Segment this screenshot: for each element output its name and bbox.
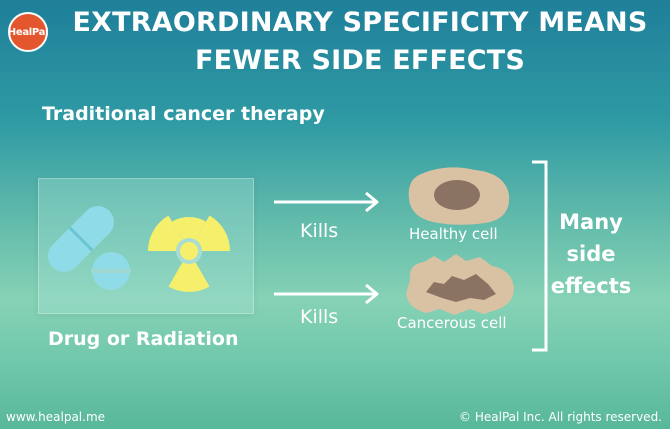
side-effects-label: Many side effects <box>550 206 632 302</box>
logo-text: HealPal <box>7 26 49 38</box>
drug-radiation-panel <box>38 178 254 314</box>
copyright-text: © HealPal Inc. All rights reserved. <box>459 410 662 424</box>
side-effects-line: Many <box>559 210 623 234</box>
cancerous-cell-icon <box>406 254 514 315</box>
kills-label: Kills <box>300 220 339 242</box>
subtitle: Traditional cancer therapy <box>42 103 325 125</box>
drug-radiation-label: Drug or Radiation <box>48 328 239 350</box>
side-effects-line: side <box>566 242 616 266</box>
page-title: EXTRAORDINARY SPECIFICITY MEANS FEWER SI… <box>72 7 648 76</box>
arrow-right-icon <box>274 191 379 213</box>
healthy-cell-label: Healthy cell <box>409 225 498 243</box>
website-link[interactable]: www.healpal.me <box>6 410 106 424</box>
radiation-icon <box>148 215 230 292</box>
pill-tablet-icon <box>91 252 131 290</box>
kills-label: Kills <box>300 306 339 328</box>
cancerous-cell-label: Cancerous cell <box>397 314 507 332</box>
healthy-cell-icon <box>408 167 510 225</box>
arrow-right-icon <box>274 283 379 305</box>
healpal-logo: HealPal <box>7 12 49 52</box>
bracket-icon <box>532 160 548 352</box>
pill-capsule-icon <box>48 206 114 272</box>
side-effects-line: effects <box>550 274 632 298</box>
